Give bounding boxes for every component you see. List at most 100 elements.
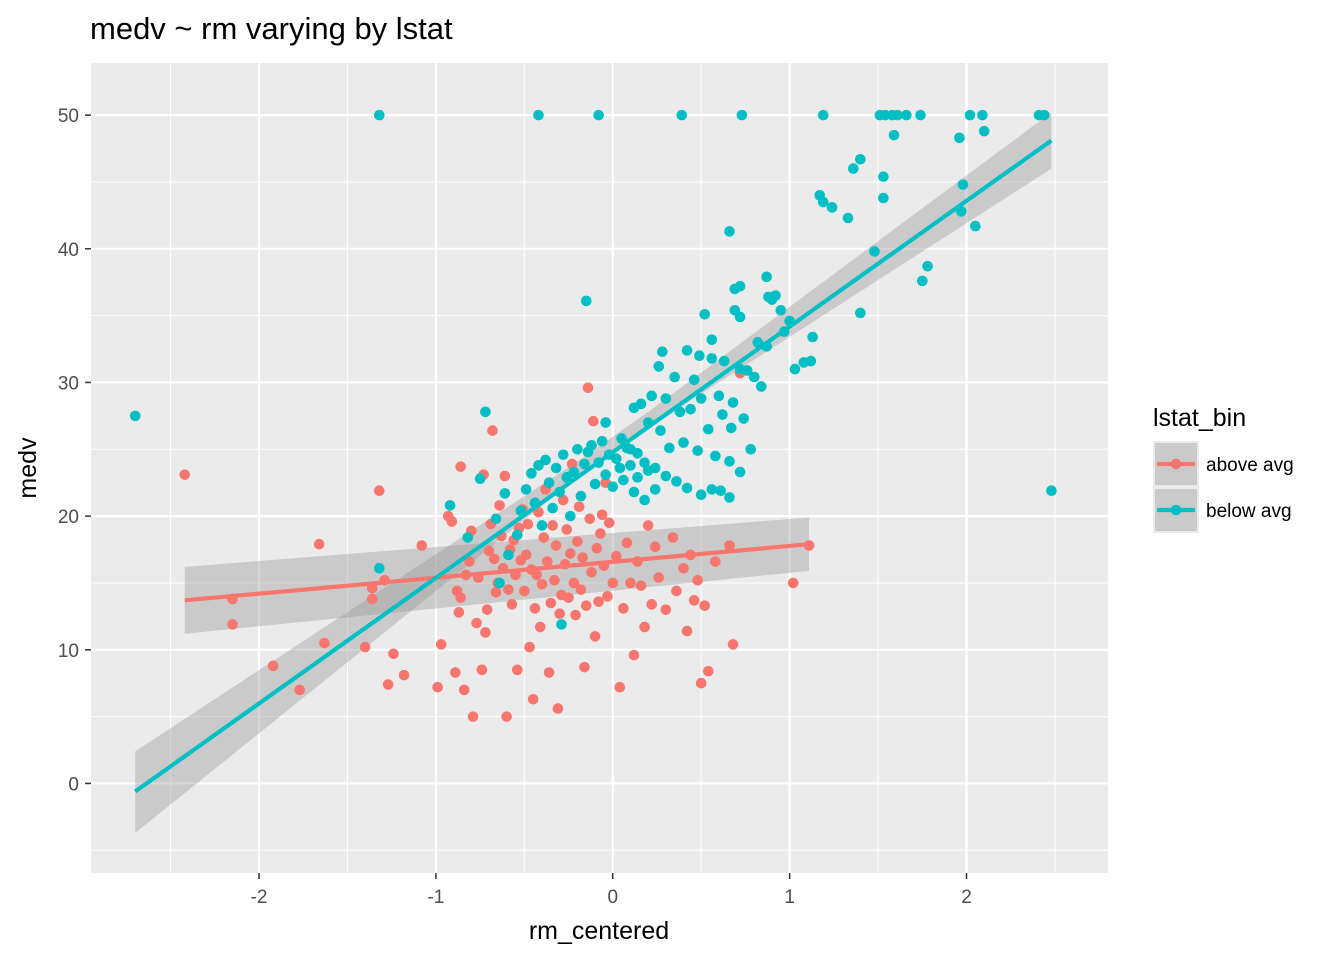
data-point — [695, 677, 707, 689]
legend: lstat_bin above avg below avg — [1153, 404, 1294, 533]
data-point — [591, 542, 603, 554]
data-point — [848, 163, 859, 174]
data-point — [499, 488, 511, 499]
data-point — [695, 489, 707, 501]
data-point — [639, 621, 650, 633]
data-point — [669, 371, 680, 383]
data-point — [699, 308, 711, 320]
data-point — [710, 450, 721, 462]
data-point — [471, 617, 482, 629]
data-point — [977, 109, 988, 121]
data-point — [600, 469, 611, 480]
legend-label: below avg — [1206, 501, 1292, 522]
data-point — [970, 220, 981, 232]
x-tick-label: -2 — [251, 887, 268, 908]
data-point — [588, 415, 599, 427]
data-point — [602, 591, 613, 602]
data-point — [724, 456, 735, 467]
data-point — [572, 536, 583, 547]
data-point — [674, 406, 686, 418]
data-point — [487, 425, 498, 436]
legend-key-point — [1170, 504, 1182, 516]
data-point — [579, 661, 590, 673]
y-tick-label: 50 — [58, 106, 79, 127]
fit-lines — [134, 138, 1053, 794]
data-point — [607, 481, 619, 493]
data-point — [435, 639, 447, 650]
data-point — [1046, 485, 1057, 497]
data-point — [713, 390, 725, 402]
data-point — [561, 524, 573, 535]
data-point — [536, 578, 548, 590]
data-point — [770, 290, 781, 301]
data-point — [625, 577, 636, 589]
data-point — [529, 603, 541, 614]
data-point — [565, 510, 576, 522]
data-point — [557, 449, 569, 460]
data-point — [511, 664, 523, 676]
legend-title: lstat_bin — [1153, 404, 1246, 432]
data-point — [580, 295, 592, 307]
data-point — [724, 540, 735, 551]
data-point — [589, 478, 601, 490]
data-point — [678, 437, 689, 448]
data-point — [490, 513, 502, 525]
data-point — [575, 490, 587, 502]
data-point — [481, 604, 493, 615]
data-point — [646, 599, 657, 610]
data-point — [603, 517, 615, 529]
data-point — [625, 460, 636, 471]
data-point — [503, 549, 514, 561]
data-point — [467, 711, 479, 722]
data-point — [957, 179, 969, 190]
data-point — [366, 593, 378, 605]
data-point — [671, 585, 682, 597]
data-point — [706, 484, 718, 495]
data-point — [506, 599, 518, 610]
data-point — [842, 212, 854, 224]
data-point — [1039, 109, 1050, 121]
data-point — [455, 461, 466, 472]
data-point — [398, 669, 410, 681]
data-point — [453, 607, 465, 618]
confidence-band — [135, 112, 1052, 833]
data-point — [688, 595, 700, 606]
data-point — [632, 472, 643, 483]
data-point — [494, 500, 505, 511]
data-point — [294, 684, 306, 696]
data-point — [547, 520, 558, 531]
data-point — [607, 577, 619, 589]
data-point — [519, 585, 530, 597]
data-point — [552, 703, 564, 714]
data-point — [667, 532, 679, 543]
x-tick-label: 2 — [961, 887, 972, 908]
data-point — [543, 667, 555, 678]
data-point — [655, 425, 666, 436]
data-point — [563, 592, 574, 603]
data-point — [681, 482, 693, 494]
y-tick-label: 30 — [58, 373, 79, 394]
data-point — [464, 556, 475, 567]
data-point — [628, 486, 640, 498]
data-point — [725, 422, 737, 434]
data-point — [566, 458, 578, 470]
data-point — [710, 556, 721, 567]
data-point — [681, 625, 693, 637]
data-point — [736, 109, 748, 121]
data-point — [488, 553, 500, 565]
data-point — [692, 445, 703, 456]
data-point — [416, 540, 428, 551]
data-point — [557, 494, 569, 506]
data-point — [702, 423, 714, 435]
data-point — [483, 545, 495, 557]
data-point — [724, 226, 735, 237]
data-point — [761, 271, 772, 283]
data-point — [717, 409, 728, 420]
data-point — [572, 443, 583, 455]
data-point — [869, 246, 880, 257]
data-point — [579, 458, 590, 470]
data-point — [632, 447, 643, 459]
data-point — [446, 516, 458, 527]
data-point — [878, 192, 889, 204]
